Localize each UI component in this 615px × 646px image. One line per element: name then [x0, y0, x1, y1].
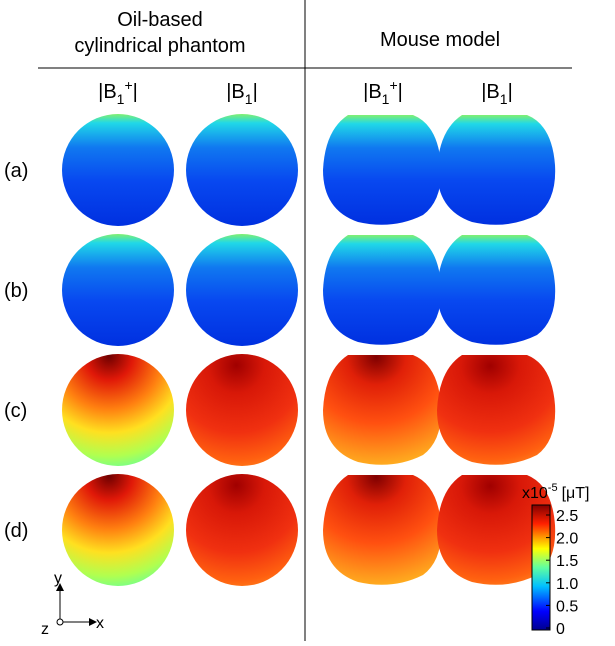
mouse-map [323, 235, 441, 345]
phantom-map [186, 234, 298, 346]
colorbar [532, 505, 550, 630]
label-part: |B [481, 81, 500, 103]
mouse-map [323, 115, 441, 225]
scale: x10 [522, 485, 548, 502]
colorbar-tick-label: 2.0 [556, 531, 578, 548]
phantom-map [62, 354, 174, 466]
phantom-map [186, 354, 298, 466]
row-label: (a) [4, 160, 28, 182]
column-label: |B1| [226, 81, 258, 107]
label-part: | [508, 81, 513, 103]
mouse-map [323, 475, 441, 585]
label-part: | [133, 81, 138, 103]
phantom-map [186, 114, 298, 226]
phantom-map [186, 474, 298, 586]
column-label: |B1+| [98, 77, 138, 107]
axis-origin [57, 619, 63, 625]
colorbar-tick-label: 1.5 [556, 553, 578, 570]
phantom-map [62, 474, 174, 586]
figure: Oil-based cylindrical phantom Mouse mode… [0, 0, 615, 641]
colorbar-tick-label: 0.5 [556, 598, 578, 615]
header-title: Oil-based [117, 9, 203, 31]
colorbar-tick-label: 2.5 [556, 508, 578, 525]
exponent: -5 [548, 482, 558, 494]
row-label: (b) [4, 280, 28, 302]
header-title: cylindrical phantom [74, 35, 245, 57]
phantom-map [62, 114, 174, 226]
colorbar-tick-label: 0 [556, 621, 565, 638]
label-part: | [253, 81, 258, 103]
column-label: |B1+| [363, 77, 403, 107]
column-label: |B1| [481, 81, 513, 107]
row-label: (d) [4, 520, 28, 542]
label-part: |B [98, 81, 117, 103]
header-title: Mouse model [380, 29, 500, 51]
label-part: |B [226, 81, 245, 103]
label-part: | [398, 81, 403, 103]
subscript: 1 [382, 91, 390, 107]
colorbar-label: x10-5 [μT] [522, 482, 589, 502]
superscript: + [389, 77, 397, 93]
subscript: 1 [500, 91, 508, 107]
axis-label: y [54, 570, 62, 587]
superscript: + [124, 77, 132, 93]
label-part: |B [363, 81, 382, 103]
mouse-map [323, 355, 441, 465]
mouse-map [437, 115, 555, 225]
axis-label: z [41, 621, 49, 638]
mouse-map [437, 355, 555, 465]
unit: [μT] [562, 485, 590, 502]
axis-label: x [96, 615, 104, 632]
subscript: 1 [245, 91, 253, 107]
colorbar-tick-label: 1.0 [556, 576, 578, 593]
row-label: (c) [4, 400, 27, 422]
mouse-map [437, 235, 555, 345]
subscript: 1 [117, 91, 125, 107]
phantom-map [62, 234, 174, 346]
